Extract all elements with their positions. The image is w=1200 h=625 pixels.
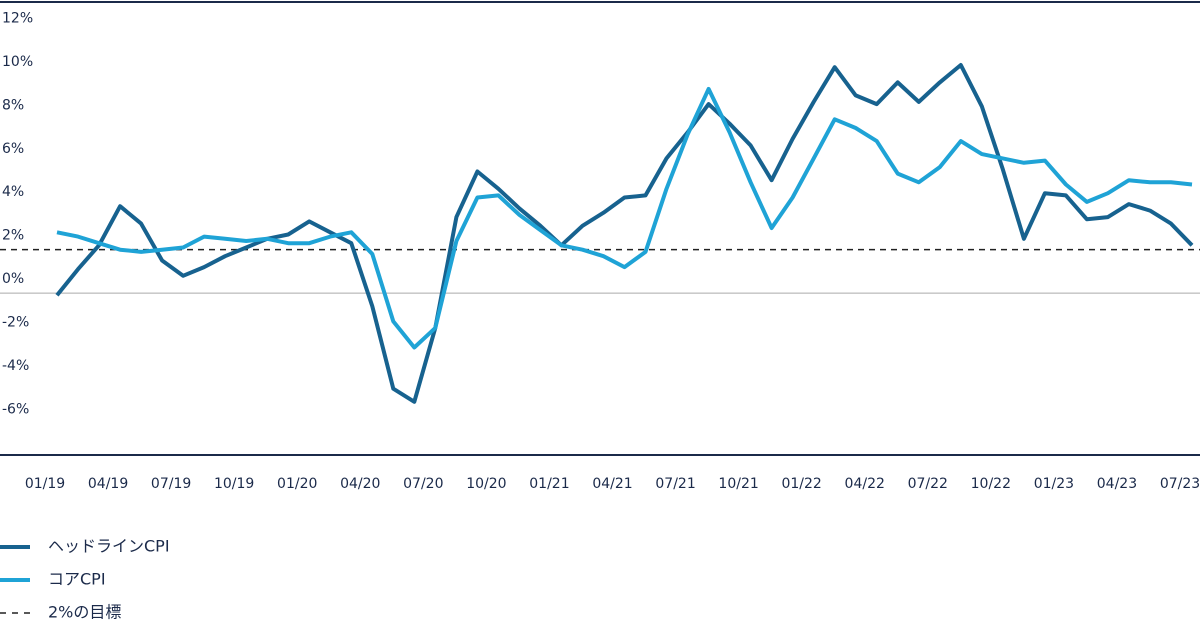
x-tick-label: 01/21 — [529, 476, 569, 492]
x-tick-label: 07/20 — [403, 476, 443, 492]
legend-label: コアCPI — [48, 570, 106, 589]
y-tick-label: -4% — [2, 358, 29, 374]
x-tick-label: 07/23 — [1160, 476, 1200, 492]
x-tick-label: 04/23 — [1097, 476, 1137, 492]
series-line — [56, 86, 1193, 350]
x-tick-label: 04/21 — [592, 476, 632, 492]
x-tick-label: 07/21 — [655, 476, 695, 492]
x-tick-label: 10/21 — [718, 476, 758, 492]
series-line — [55, 63, 1194, 404]
y-tick-label: 12% — [2, 10, 33, 26]
y-tick-label: 10% — [2, 54, 33, 70]
x-tick-label: 04/20 — [340, 476, 380, 492]
legend-label: 2%の目標 — [48, 603, 121, 622]
y-tick-label: 0% — [2, 271, 24, 287]
y-tick-label: -6% — [2, 401, 29, 417]
y-tick-label: 6% — [2, 141, 24, 157]
x-tick-label: 04/19 — [88, 476, 128, 492]
legend-label: ヘッドラインCPI — [48, 537, 170, 556]
x-tick-label: 01/23 — [1034, 476, 1074, 492]
x-tick-label: 01/22 — [781, 476, 821, 492]
x-tick-label: 07/19 — [151, 476, 191, 492]
x-tick-label: 10/22 — [971, 476, 1011, 492]
y-tick-label: -2% — [2, 315, 29, 331]
y-tick-label: 8% — [2, 97, 24, 113]
x-tick-label: 07/22 — [908, 476, 948, 492]
x-tick-label: 01/19 — [25, 476, 65, 492]
x-tick-label: 10/19 — [214, 476, 254, 492]
x-tick-label: 04/22 — [845, 476, 885, 492]
y-tick-label: 2% — [2, 228, 24, 244]
x-tick-label: 01/20 — [277, 476, 317, 492]
x-tick-label: 10/20 — [466, 476, 506, 492]
y-tick-label: 4% — [2, 184, 24, 200]
